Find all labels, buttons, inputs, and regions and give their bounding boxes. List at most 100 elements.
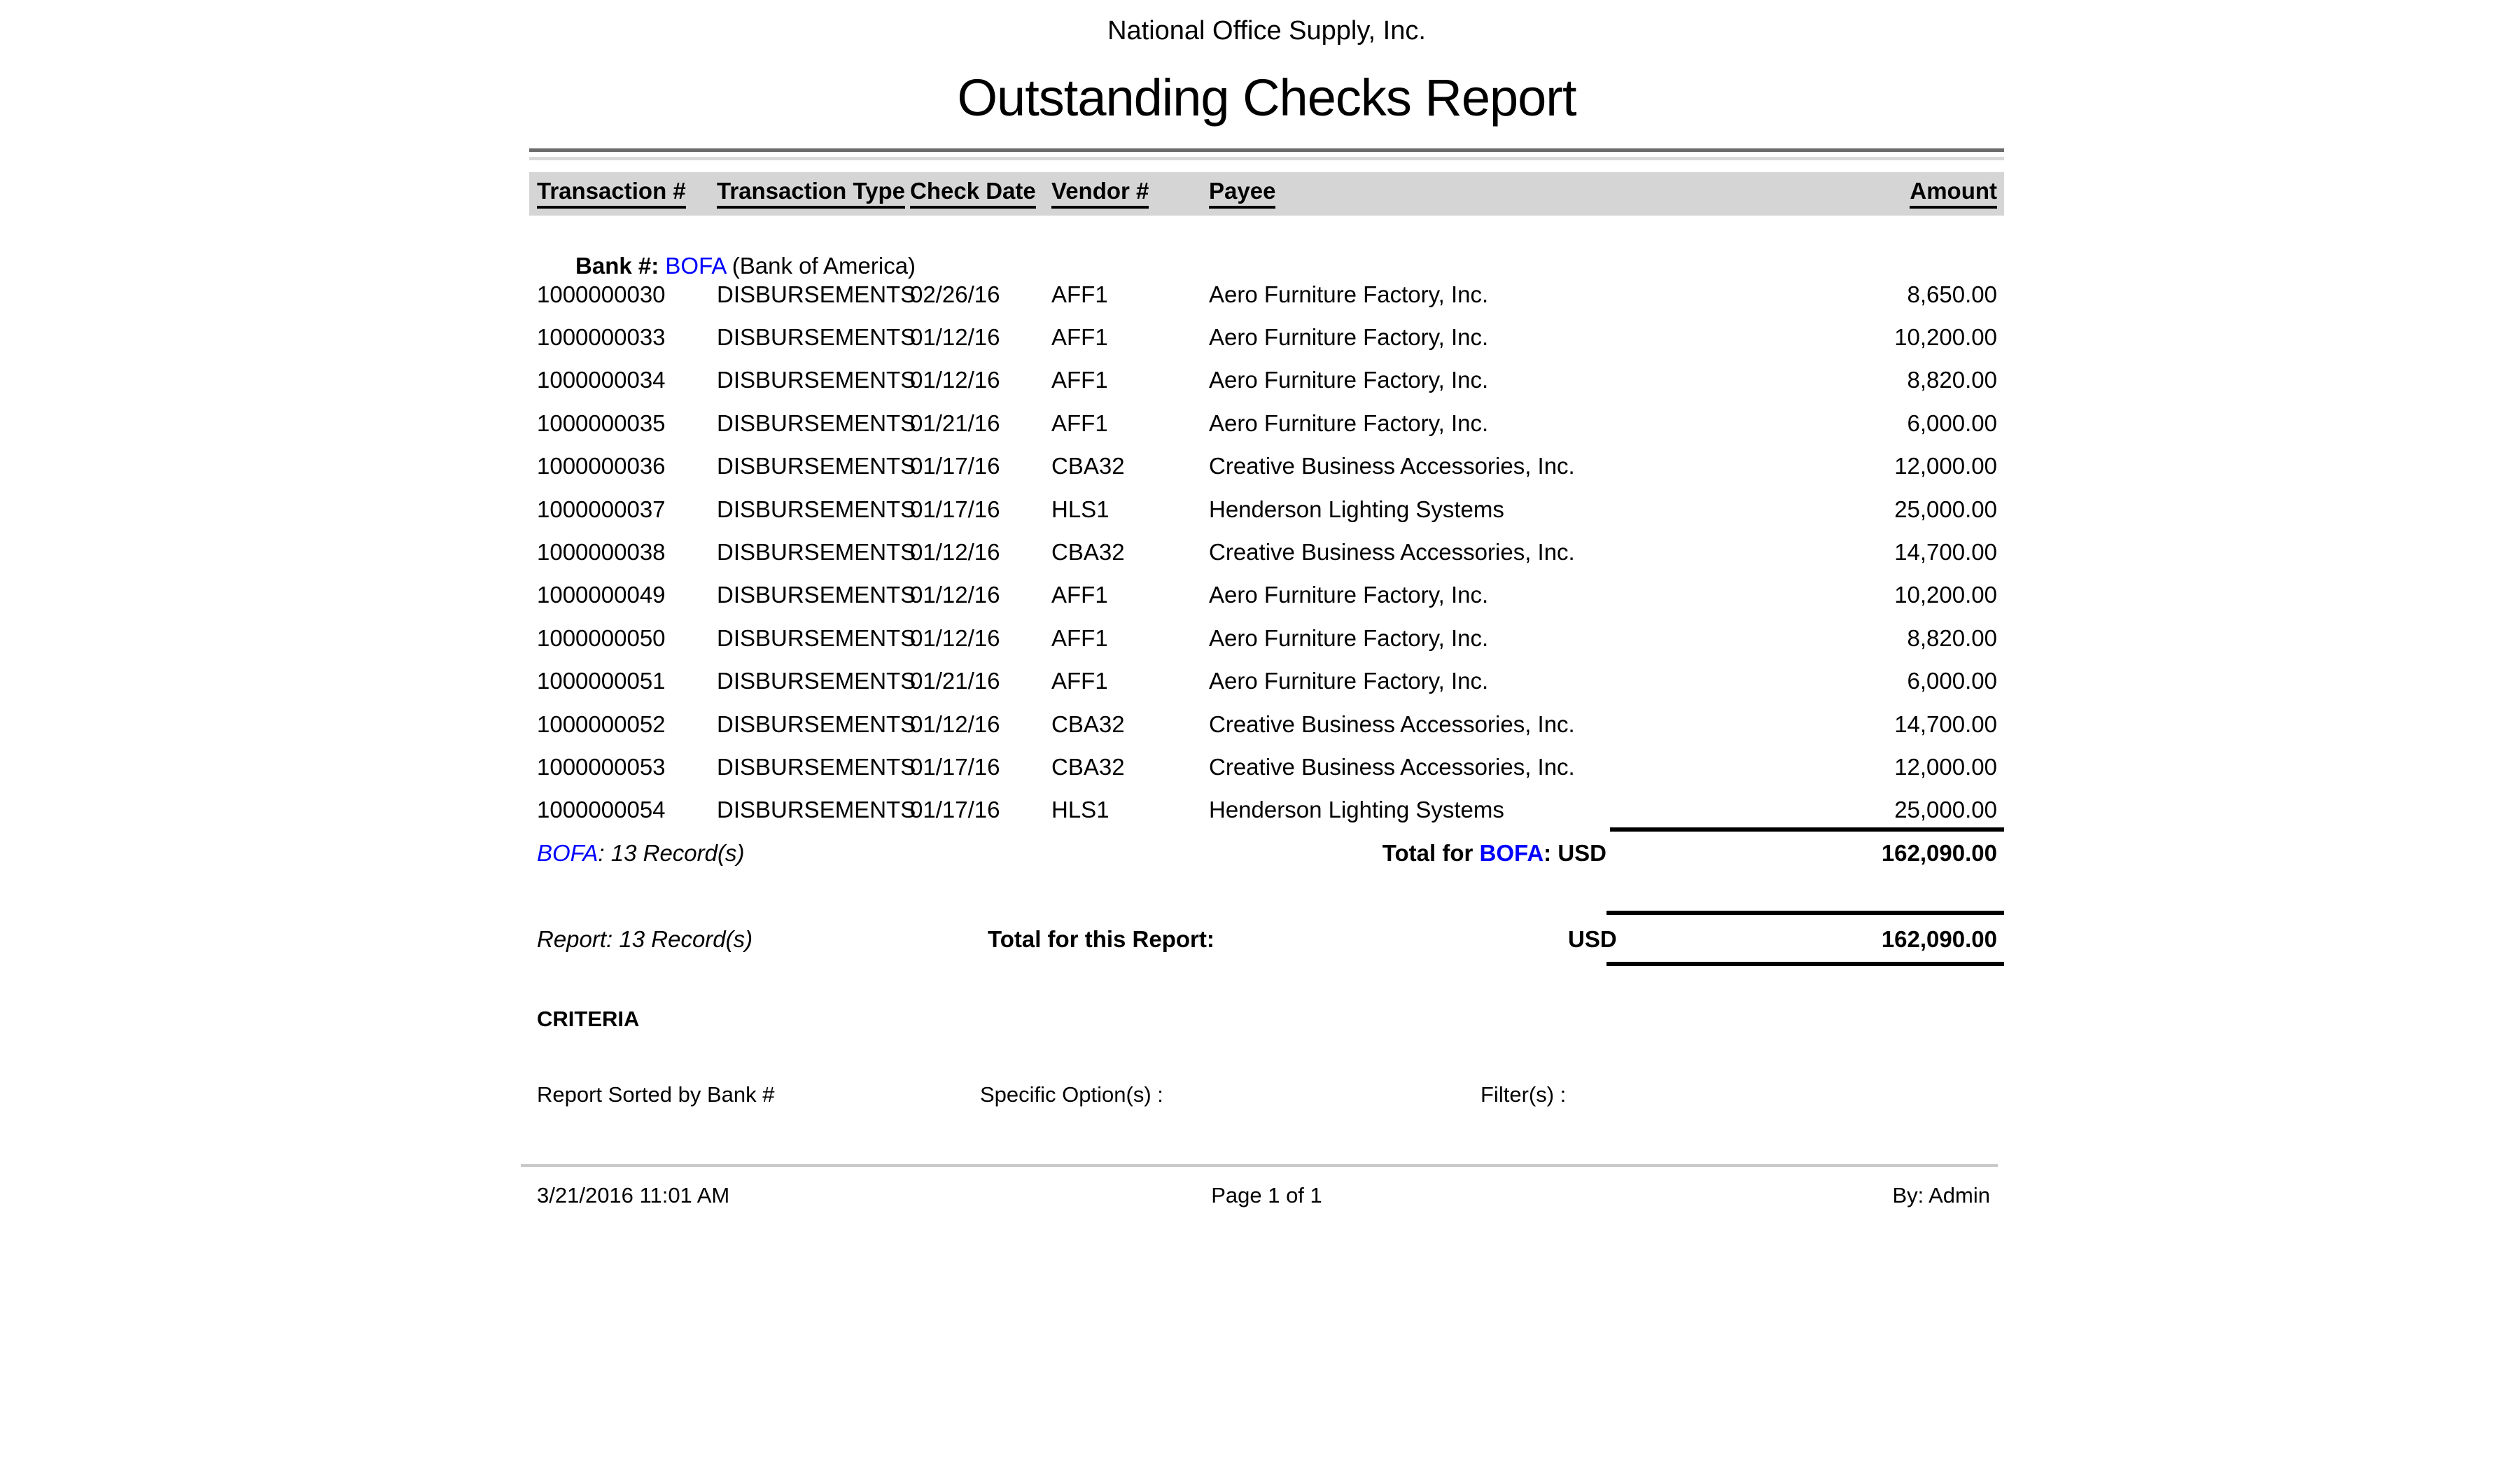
cell-amount: 6,000.00 bbox=[1738, 410, 2004, 437]
footer-page-number: Page 1 of 1 bbox=[529, 1183, 2004, 1208]
cell-payee: Aero Furniture Factory, Inc. bbox=[1209, 324, 1738, 351]
table-row: 1000000052 DISBURSEMENTS 01/12/16 CBA32 … bbox=[529, 703, 2004, 746]
cell-amount: 12,000.00 bbox=[1738, 453, 2004, 479]
table-row: 1000000049 DISBURSEMENTS 01/12/16 AFF1 A… bbox=[529, 574, 2004, 617]
cell-transaction-type: DISBURSEMENTS bbox=[717, 668, 910, 694]
cell-transaction-number: 1000000038 bbox=[529, 539, 717, 566]
cell-transaction-number: 1000000033 bbox=[529, 324, 717, 351]
cell-amount: 14,700.00 bbox=[1738, 539, 2004, 566]
table-row: 1000000033 DISBURSEMENTS 01/12/16 AFF1 A… bbox=[529, 316, 2004, 358]
cell-vendor-number: AFF1 bbox=[1051, 625, 1209, 652]
cell-transaction-type: DISBURSEMENTS bbox=[717, 539, 910, 566]
cell-amount: 6,000.00 bbox=[1738, 668, 2004, 694]
cell-transaction-number: 1000000051 bbox=[529, 668, 717, 694]
cell-transaction-number: 1000000050 bbox=[529, 625, 717, 652]
footer-row: 3/21/2016 11:01 AM Page 1 of 1 By: Admin bbox=[529, 1183, 2004, 1211]
report-total-currency: USD bbox=[1568, 924, 1617, 955]
cell-check-date: 01/12/16 bbox=[910, 711, 1051, 738]
column-header-amount[interactable]: Amount bbox=[1738, 178, 2004, 209]
cell-check-date: 01/17/16 bbox=[910, 496, 1051, 523]
cell-transaction-number: 1000000034 bbox=[529, 367, 717, 393]
cell-vendor-number: CBA32 bbox=[1051, 453, 1209, 479]
report-record-count: Report: 13 Record(s) bbox=[537, 924, 752, 955]
cell-amount: 12,000.00 bbox=[1738, 754, 2004, 780]
transactions-table-body: 1000000030 DISBURSEMENTS 02/26/16 AFF1 A… bbox=[529, 273, 2004, 832]
cell-payee: Henderson Lighting Systems bbox=[1209, 797, 1738, 823]
report-total-label: Total for this Report: bbox=[988, 924, 1214, 955]
column-header-payee[interactable]: Payee bbox=[1209, 178, 1738, 209]
company-name: National Office Supply, Inc. bbox=[529, 14, 2004, 48]
cell-transaction-type: DISBURSEMENTS bbox=[717, 711, 910, 738]
cell-payee: Aero Furniture Factory, Inc. bbox=[1209, 367, 1738, 393]
cell-check-date: 02/26/16 bbox=[910, 281, 1051, 308]
cell-check-date: 01/12/16 bbox=[910, 582, 1051, 608]
title-divider-light bbox=[529, 157, 2004, 160]
cell-payee: Creative Business Accessories, Inc. bbox=[1209, 453, 1738, 479]
table-row: 1000000053 DISBURSEMENTS 01/17/16 CBA32 … bbox=[529, 746, 2004, 788]
cell-vendor-number: AFF1 bbox=[1051, 367, 1209, 393]
cell-check-date: 01/12/16 bbox=[910, 539, 1051, 566]
cell-amount: 8,650.00 bbox=[1738, 281, 2004, 308]
report-title: Outstanding Checks Report bbox=[529, 62, 2004, 134]
cell-transaction-number: 1000000052 bbox=[529, 711, 717, 738]
cell-check-date: 01/12/16 bbox=[910, 625, 1051, 652]
cell-amount: 14,700.00 bbox=[1738, 711, 2004, 738]
report-total-rule-top bbox=[1606, 911, 2004, 915]
criteria-heading: CRITERIA bbox=[537, 1007, 639, 1032]
column-header-transaction-type[interactable]: Transaction Type bbox=[717, 178, 910, 209]
cell-payee: Aero Furniture Factory, Inc. bbox=[1209, 281, 1738, 308]
cell-payee: Aero Furniture Factory, Inc. bbox=[1209, 625, 1738, 652]
report-total-amount: 162,090.00 bbox=[1882, 924, 1997, 955]
cell-transaction-type: DISBURSEMENTS bbox=[717, 367, 910, 393]
cell-transaction-type: DISBURSEMENTS bbox=[717, 410, 910, 437]
cell-amount: 25,000.00 bbox=[1738, 797, 2004, 823]
cell-amount: 10,200.00 bbox=[1738, 324, 2004, 351]
cell-check-date: 01/12/16 bbox=[910, 324, 1051, 351]
report-page: National Office Supply, Inc. Outstanding… bbox=[0, 0, 2520, 1470]
table-row: 1000000038 DISBURSEMENTS 01/12/16 CBA32 … bbox=[529, 531, 2004, 573]
cell-check-date: 01/17/16 bbox=[910, 797, 1051, 823]
table-row: 1000000030 DISBURSEMENTS 02/26/16 AFF1 A… bbox=[529, 273, 2004, 316]
cell-amount: 8,820.00 bbox=[1738, 367, 2004, 393]
table-row: 1000000036 DISBURSEMENTS 01/17/16 CBA32 … bbox=[529, 445, 2004, 488]
bank-record-count-code[interactable]: BOFA bbox=[537, 840, 598, 866]
criteria-row: Report Sorted by Bank # Specific Option(… bbox=[529, 1082, 2004, 1110]
criteria-specific-options: Specific Option(s) : bbox=[980, 1082, 1163, 1107]
cell-payee: Aero Furniture Factory, Inc. bbox=[1209, 668, 1738, 694]
cell-transaction-number: 1000000036 bbox=[529, 453, 717, 479]
report-content: National Office Supply, Inc. Outstanding… bbox=[529, 0, 2004, 1470]
cell-vendor-number: AFF1 bbox=[1051, 410, 1209, 437]
cell-transaction-type: DISBURSEMENTS bbox=[717, 625, 910, 652]
column-header-check-date[interactable]: Check Date bbox=[910, 178, 1051, 209]
cell-vendor-number: AFF1 bbox=[1051, 281, 1209, 308]
cell-check-date: 01/17/16 bbox=[910, 453, 1051, 479]
title-divider-dark bbox=[529, 148, 2004, 152]
cell-amount: 8,820.00 bbox=[1738, 625, 2004, 652]
cell-transaction-number: 1000000037 bbox=[529, 496, 717, 523]
cell-check-date: 01/21/16 bbox=[910, 410, 1051, 437]
cell-transaction-type: DISBURSEMENTS bbox=[717, 797, 910, 823]
bank-total-label-code[interactable]: BOFA bbox=[1479, 840, 1544, 866]
cell-vendor-number: HLS1 bbox=[1051, 797, 1209, 823]
table-row: 1000000037 DISBURSEMENTS 01/17/16 HLS1 H… bbox=[529, 488, 2004, 531]
cell-payee: Aero Furniture Factory, Inc. bbox=[1209, 410, 1738, 437]
table-row: 1000000035 DISBURSEMENTS 01/21/16 AFF1 A… bbox=[529, 402, 2004, 444]
cell-transaction-number: 1000000049 bbox=[529, 582, 717, 608]
bank-total-amount: 162,090.00 bbox=[1882, 839, 1997, 868]
bank-record-count: BOFA: 13 Record(s) bbox=[537, 839, 744, 868]
bank-total-label: Total for BOFA: USD bbox=[1382, 839, 1606, 868]
column-header-vendor-number[interactable]: Vendor # bbox=[1051, 178, 1209, 209]
cell-transaction-type: DISBURSEMENTS bbox=[717, 453, 910, 479]
report-total-rule-bottom bbox=[1606, 962, 2004, 966]
cell-payee: Aero Furniture Factory, Inc. bbox=[1209, 582, 1738, 608]
cell-vendor-number: AFF1 bbox=[1051, 582, 1209, 608]
cell-transaction-number: 1000000053 bbox=[529, 754, 717, 780]
column-header-transaction-number[interactable]: Transaction # bbox=[529, 178, 717, 209]
cell-check-date: 01/21/16 bbox=[910, 668, 1051, 694]
criteria-sorted-by: Report Sorted by Bank # bbox=[537, 1082, 774, 1107]
cell-transaction-number: 1000000054 bbox=[529, 797, 717, 823]
report-total-row: Report: 13 Record(s) Total for this Repo… bbox=[529, 924, 2004, 955]
bank-total-rule bbox=[1610, 827, 2004, 832]
bank-total-row: BOFA: 13 Record(s) Total for BOFA: USD 1… bbox=[529, 839, 2004, 868]
table-row: 1000000050 DISBURSEMENTS 01/12/16 AFF1 A… bbox=[529, 617, 2004, 659]
